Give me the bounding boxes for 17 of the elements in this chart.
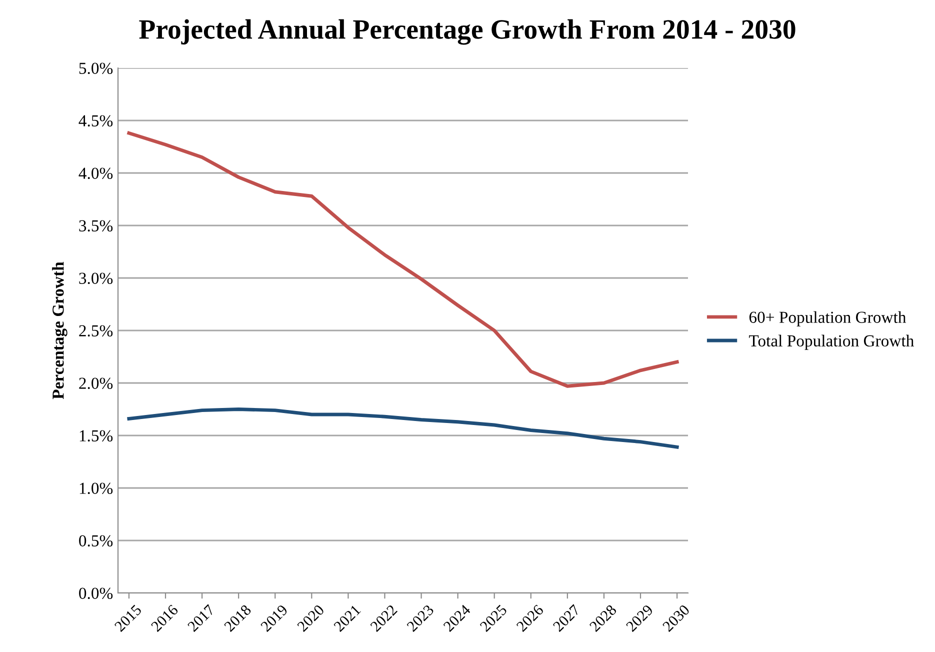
y-tick-label: 0.5%	[79, 535, 113, 547]
y-tick-label: 4.0%	[78, 168, 113, 180]
y-axis-title: Percentage Growth	[52, 262, 68, 400]
y-tick-label: 1.0%	[80, 482, 113, 494]
y-tick-label: 1.5%	[80, 430, 113, 442]
legend-label: 60+ Population Growth	[749, 311, 906, 326]
legend-label: Total Population Growth	[749, 334, 914, 350]
chart-title: Projected Annual Percentage Growth From 2014 - 2030	[139, 19, 796, 45]
y-tick-label: 0.0%	[79, 588, 113, 600]
y-tick-label: 5.0%	[79, 62, 113, 74]
line-series	[127, 131, 679, 388]
y-tick-label: 3.0%	[79, 272, 113, 284]
line-series	[127, 408, 679, 449]
y-tick-label: 3.5%	[79, 220, 113, 232]
y-tick-label: 2.5%	[79, 325, 113, 337]
y-tick-label: 4.5%	[78, 115, 113, 127]
y-tick-label: 2.0%	[79, 378, 113, 390]
